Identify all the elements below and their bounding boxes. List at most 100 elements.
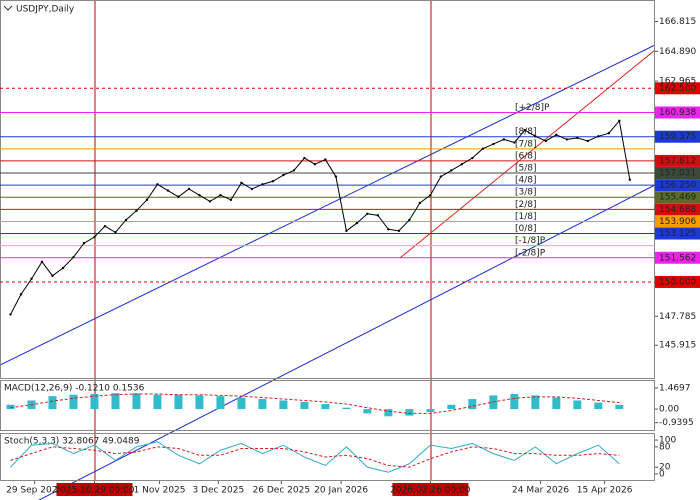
trend-line [399,49,656,259]
macd-bar [153,394,162,410]
level-label: 155.469 [659,193,696,203]
murrey-label: [7/8] [515,139,537,149]
price-point [544,139,548,143]
level-label-bg [655,251,700,264]
price-point [240,181,243,185]
level-label: 157.812 [659,156,696,166]
price-point [450,169,453,172]
price-line [10,119,631,315]
y-tick-label: 1.4697 [659,383,691,393]
level-label: 157.031 [659,169,696,179]
price-point [282,173,285,177]
y-tick-label: 164.890 [659,47,696,57]
macd-bar [48,396,57,410]
x-tick-label: 26 Dec 2025 [253,486,311,496]
macd-bar [174,394,183,410]
price-point [576,136,579,140]
price-point [628,178,632,181]
macd-bar [6,404,15,410]
murrey-label: [6/8] [515,151,537,161]
macd-bar [90,393,99,410]
price-point [198,193,201,197]
trend-channel-upper [0,44,656,366]
level-label-bg [655,227,700,240]
macd-bar [321,404,330,410]
murrey-label: [8/8] [515,127,537,137]
level-label: 162.500 [659,84,696,94]
price-point [250,187,254,191]
level-label: 156.250 [659,181,696,191]
stoch-d [10,446,620,468]
price-point [114,231,117,234]
price-point [502,138,506,141]
price-point [93,235,96,239]
price-point [492,142,495,146]
macd-bar [195,395,204,410]
level-label: 153.906 [659,217,696,227]
price-point [72,255,75,259]
murrey-label: [1/8] [515,212,537,222]
price-point [156,183,159,186]
macd-bar [363,409,372,414]
macd-bar [594,402,603,410]
price-point [513,141,516,144]
level-label: 151.562 [659,253,696,263]
level-label-bg [655,154,700,167]
trend-channel-lower [38,184,656,500]
price-point [397,229,401,233]
level-label: 160.938 [659,108,696,118]
symbol-icon [3,5,13,11]
x-tick-label: 2025.10.29 00:00 [54,486,135,496]
macd-bar [573,400,582,410]
main-frame [0,0,655,379]
stoch-frame [0,433,655,481]
price-point [408,218,411,222]
macd-bar [258,399,267,410]
y-tick-label: 100 [659,436,676,446]
price-point [9,313,12,316]
macd-bar [342,407,351,410]
price-point [618,119,621,123]
stoch-title: Stoch(5,3,3) 32.8067 49.0489 [4,437,140,447]
y-tick-label: 162.965 [659,77,696,87]
macd-signal [10,393,620,414]
level-label: 154.688 [659,205,696,215]
x-tick-label-bg [56,483,133,496]
macd-bar [447,404,456,410]
price-point [555,133,558,136]
price-point [471,156,474,160]
price-point [345,229,348,233]
murrey-label: [4/8] [515,176,537,186]
macd-bar [300,401,309,410]
price-point [481,147,485,150]
chart-title: USDJPY,Daily [16,5,75,15]
macd-bar [69,394,78,410]
price-point [51,274,54,277]
price-point [135,209,138,212]
price-point [429,193,432,197]
price-point [366,212,369,215]
y-tick-label: 0.00 [659,405,679,415]
price-point [271,180,275,183]
macd-bar [615,404,624,410]
macd-bar [510,393,519,410]
y-tick-label: 80 [659,442,671,452]
price-point [124,218,128,222]
murrey-label: [-1/8]P [515,236,546,246]
y-tick-label: 166.815 [659,17,696,27]
price-point [460,163,464,166]
macd-bar [384,409,393,417]
y-tick-label: 0 [659,469,665,479]
macd-bar [216,396,225,410]
level-label-bg [655,106,700,119]
price-point [219,193,222,197]
murrey-label: [3/8] [515,188,537,198]
price-point [292,169,296,172]
x-tick-label-bg [392,483,469,496]
price-point [324,158,327,161]
level-label-bg [655,130,700,143]
macd-bar [552,397,561,410]
macd-bar [468,399,477,410]
price-point [355,221,359,225]
